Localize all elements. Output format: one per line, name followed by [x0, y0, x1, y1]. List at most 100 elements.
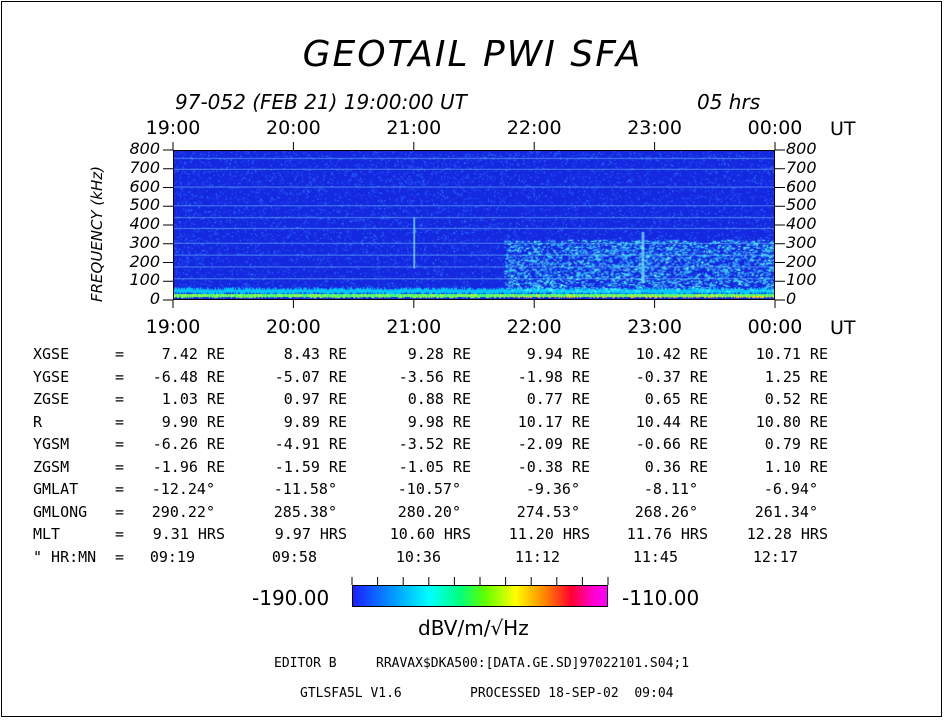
time-tick-label: 19:00 — [145, 117, 201, 139]
equals-sign: = — [115, 390, 125, 408]
ephemeris-value: -8.11° — [643, 480, 698, 498]
frequency-tick-label: 300 — [786, 232, 817, 252]
ephemeris-value: -3.52 RE — [398, 435, 471, 453]
ephemeris-value: 10.44 RE — [635, 412, 708, 431]
frequency-tick-label: 400 — [129, 214, 160, 233]
frequency-tick-label: 0 — [149, 289, 160, 308]
ephemeris-label: R — [33, 412, 43, 431]
ephemeris-value: 8.43 RE — [283, 345, 347, 363]
ephemeris-value: -6.94° — [763, 480, 818, 498]
ephemeris-label: MLT — [33, 525, 61, 543]
frequency-tick-label: 600 — [786, 176, 817, 196]
bottom-ut-label: UT — [830, 317, 856, 339]
plot-title: GEOTAIL PWI SFA — [302, 34, 643, 75]
frequency-tick-label: 100 — [786, 270, 817, 290]
ephemeris-value: 268.26° — [634, 502, 698, 521]
duration-label: 05 hrs — [697, 90, 761, 114]
time-tick-label: 21:00 — [386, 316, 442, 338]
footer-program: GTLSFA5L V1.6 — [300, 686, 402, 701]
ephemeris-value: 9.98 RE — [407, 412, 471, 431]
ephemeris-value: 11.76 HRS — [626, 525, 708, 543]
ephemeris-value: 1.25 RE — [764, 367, 828, 386]
frequency-tick-label: 300 — [129, 232, 160, 252]
top-ut-label: UT — [830, 118, 856, 140]
ephemeris-row: GMLAT = -12.24° -11.58° -10.57° -9.36° -8.11° -… — [0, 480, 945, 500]
ephemeris-value: -1.98 RE — [517, 367, 590, 386]
ephemeris-value: 9.97 HRS — [274, 525, 347, 543]
equals-sign: = — [115, 345, 125, 363]
ephemeris-label: GMLONG — [33, 502, 88, 521]
frequency-tick-label: 700 — [786, 157, 817, 177]
ephemeris-value: 10.80 RE — [755, 412, 828, 431]
ephemeris-value: 261.34° — [754, 502, 818, 521]
ephemeris-value: -9.36° — [525, 480, 580, 498]
equals-sign: = — [115, 502, 125, 521]
equals-sign: = — [115, 367, 125, 386]
ephemeris-label: ZGSM — [33, 457, 70, 476]
time-tick-label: 22:00 — [506, 316, 562, 338]
ephemeris-value: 9.31 HRS — [152, 525, 225, 543]
ephemeris-value: 09:19 — [149, 547, 195, 566]
colorbar-min: -190.00 — [252, 586, 330, 610]
time-tick-label: 22:00 — [506, 117, 562, 139]
ephemeris-label: XGSE — [33, 345, 70, 363]
ephemeris-value: -1.05 RE — [398, 457, 471, 476]
ephemeris-value: 285.38° — [273, 502, 337, 521]
ephemeris-value: 290.22° — [151, 502, 215, 521]
colorbar-max: -110.00 — [622, 586, 700, 610]
ephemeris-value: 0.52 RE — [764, 390, 828, 408]
ephemeris-value: 0.88 RE — [407, 390, 471, 408]
time-tick-label: 21:00 — [386, 117, 442, 139]
ephemeris-value: 09:58 — [271, 547, 317, 566]
time-tick-label: 20:00 — [266, 316, 321, 338]
frequency-tick-label: 500 — [129, 195, 160, 215]
footer-editor: EDITOR B — [274, 656, 337, 671]
ephemeris-value: 0.97 RE — [283, 390, 347, 408]
ephemeris-label: " HR:MN — [33, 547, 97, 566]
ephemeris-value: 12.28 HRS — [746, 525, 828, 543]
ephemeris-value: -12.24° — [151, 480, 215, 498]
ephemeris-value: 274.53° — [516, 502, 580, 521]
ephemeris-row: R = 9.90 RE 9.89 RE 9.98 RE 10.17 RE 10.44 RE 1… — [0, 413, 945, 433]
ephemeris-value: -5.07 RE — [274, 367, 347, 386]
frequency-tick-label: 500 — [786, 195, 817, 215]
equals-sign: = — [115, 480, 125, 498]
ephemeris-value: 7.42 RE — [161, 345, 225, 363]
ephemeris-value: 0.36 RE — [644, 457, 708, 476]
frequency-tick-label: 100 — [129, 270, 160, 290]
ephemeris-value: 10.42 RE — [635, 345, 708, 363]
frequency-tick-label: 200 — [129, 251, 160, 271]
time-tick-label: 00:00 — [747, 117, 803, 139]
time-tick-label: 00:00 — [747, 316, 803, 338]
equals-sign: = — [115, 412, 125, 431]
ephemeris-row: ZGSE = 1.03 RE 0.97 RE 0.88 RE 0.77 RE 0.65 RE… — [0, 390, 945, 410]
ephemeris-row: " HR:MN = 09:19 09:58 10:36 11:12 11:45 12:17 — [0, 548, 945, 568]
ephemeris-value: 9.94 RE — [526, 345, 590, 363]
ephemeris-label: ZGSE — [33, 390, 70, 408]
ephemeris-value: 11:12 — [514, 547, 560, 566]
frequency-tick-label: 800 — [129, 139, 160, 158]
equals-sign: = — [115, 435, 125, 453]
ephemeris-value: 10.17 RE — [517, 412, 590, 431]
footer-file: RRAVAX$DKA500:[DATA.GE.SD]97022101.S04;1 — [376, 656, 690, 671]
ephemeris-value: 0.77 RE — [526, 390, 590, 408]
ephemeris-label: YGSM — [33, 435, 70, 453]
date-line: 97-052 (FEB 21) 19:00:00 UT — [175, 90, 467, 114]
footer-processed: PROCESSED 18-SEP-02 09:04 — [470, 686, 674, 701]
ephemeris-label: GMLAT — [33, 480, 79, 498]
ephemeris-value: -6.48 RE — [152, 367, 225, 386]
ephemeris-value: 10.71 RE — [755, 345, 828, 363]
ephemeris-value: 9.28 RE — [407, 345, 471, 363]
ephemeris-value: -1.59 RE — [274, 457, 347, 476]
equals-sign: = — [115, 547, 125, 566]
ephemeris-value: -10.57° — [397, 480, 461, 498]
frequency-tick-label: 0 — [786, 289, 797, 308]
frequency-tick-label: 400 — [786, 214, 817, 233]
ephemeris-value: -4.91 RE — [274, 435, 347, 453]
equals-sign: = — [115, 457, 125, 476]
ephemeris-label: YGSE — [33, 367, 70, 386]
ephemeris-value: -1.96 RE — [152, 457, 225, 476]
ephemeris-row: YGSM = -6.26 RE -4.91 RE -3.52 RE -2.09 RE -0.… — [0, 435, 945, 455]
ephemeris-value: 12:17 — [752, 547, 798, 566]
